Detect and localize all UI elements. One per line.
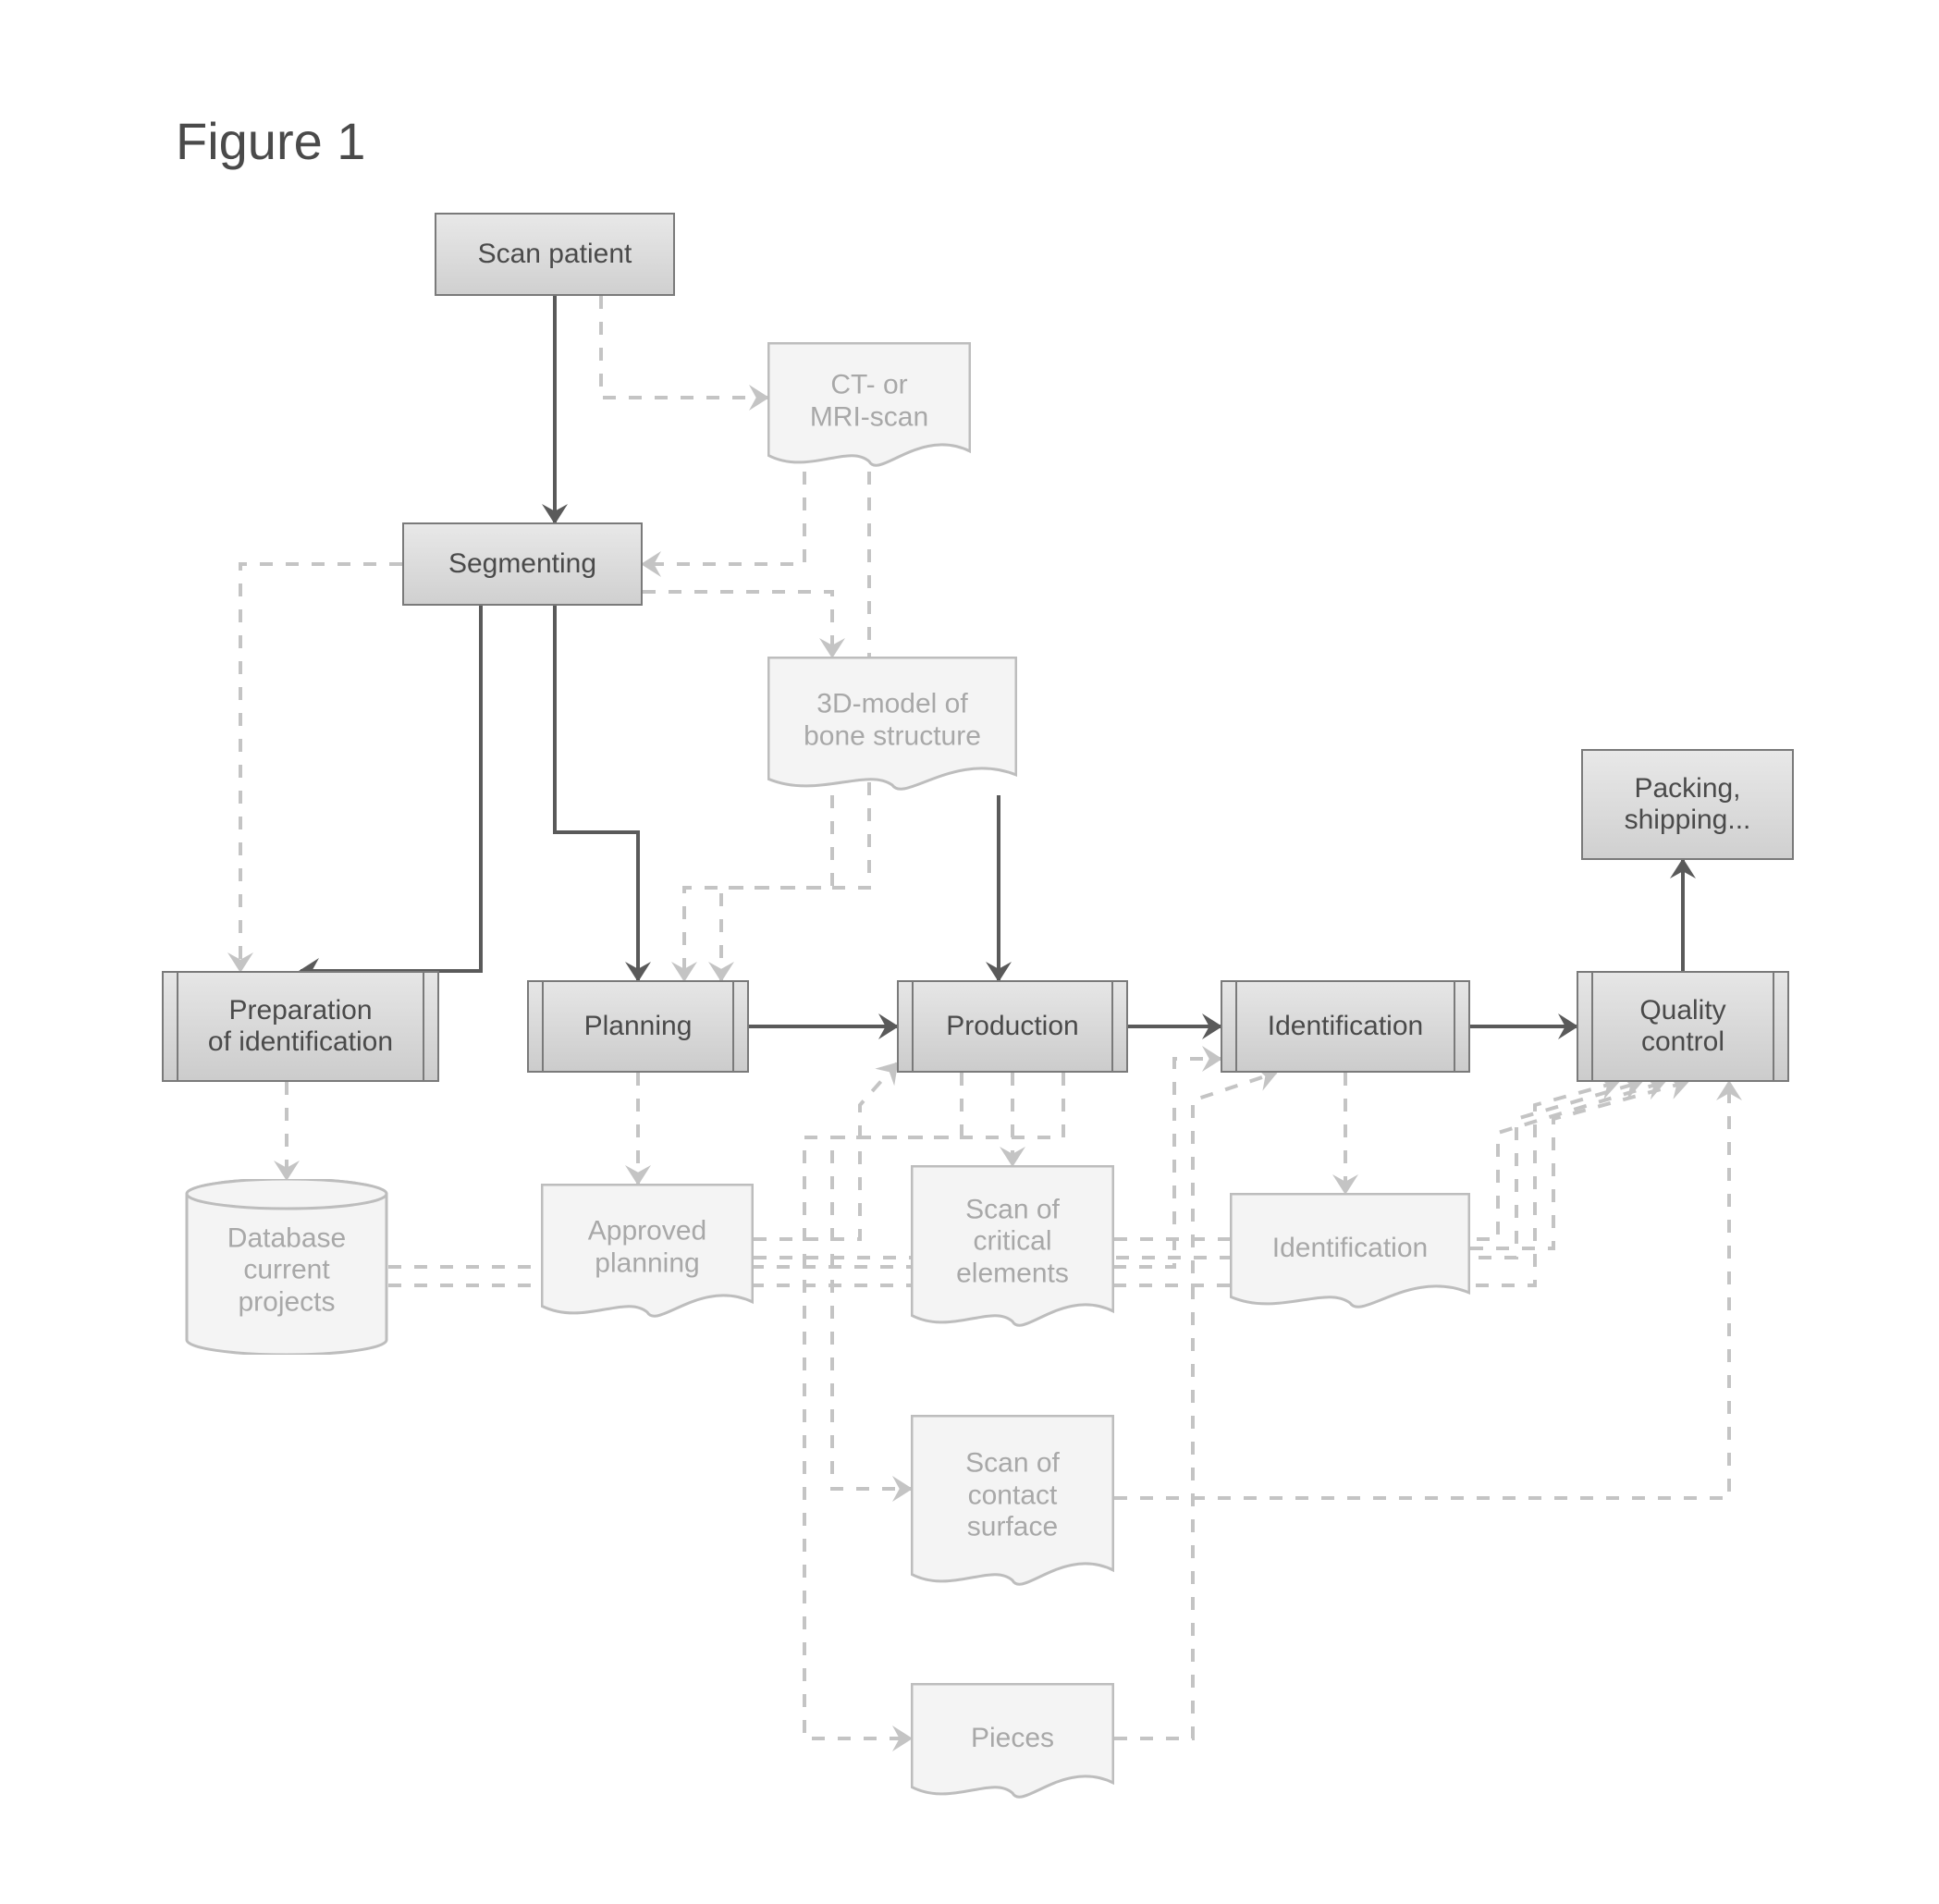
node-prep_id: Preparationof identification bbox=[162, 971, 439, 1082]
doc-pieces: Pieces bbox=[911, 1683, 1114, 1803]
edge-segmenting-prep_id bbox=[301, 606, 481, 971]
edge-ct_mri-segmenting bbox=[643, 472, 804, 564]
edge-segmenting_l-prep_id_top bbox=[240, 564, 402, 971]
doc-ident_doc: Identification bbox=[1230, 1193, 1470, 1313]
node-planning: Planning bbox=[527, 980, 749, 1073]
db-db: Databasecurrentprojects bbox=[185, 1179, 388, 1355]
doc-scan_crit: Scan ofcriticalelements bbox=[911, 1165, 1114, 1332]
edge-segmenting-planning bbox=[555, 606, 638, 980]
edge-ident_doc-quality_d bbox=[1470, 1082, 1687, 1248]
flowchart-canvas: Figure 1 Scan patient Segmenting Packing,s… bbox=[0, 0, 1939, 1904]
doc-model3d: 3D-model ofbone structure bbox=[767, 657, 1017, 795]
edge-scan_patient-ct_mri bbox=[601, 296, 767, 398]
doc-ct_mri: CT- orMRI-scan bbox=[767, 342, 971, 472]
node-production: Production bbox=[897, 980, 1128, 1073]
node-identification: Identification bbox=[1221, 980, 1470, 1073]
edge-pieces-identification2 bbox=[1114, 1073, 1276, 1738]
doc-approved: Approvedplanning bbox=[541, 1184, 754, 1322]
edge-approved-quality_b bbox=[754, 1082, 1641, 1258]
edge-approved-production bbox=[754, 1063, 897, 1239]
node-segmenting: Segmenting bbox=[402, 522, 643, 606]
node-quality: Qualitycontrol bbox=[1577, 971, 1789, 1082]
node-packing: Packing,shipping... bbox=[1581, 749, 1794, 860]
node-scan_patient: Scan patient bbox=[435, 213, 675, 296]
edge-segmenting-model3d bbox=[643, 592, 832, 657]
edge-model3d-planning bbox=[684, 795, 832, 980]
doc-scan_contact: Scan ofcontactsurface bbox=[911, 1415, 1114, 1591]
edges-layer bbox=[0, 0, 1939, 1904]
figure-title: Figure 1 bbox=[176, 111, 365, 171]
